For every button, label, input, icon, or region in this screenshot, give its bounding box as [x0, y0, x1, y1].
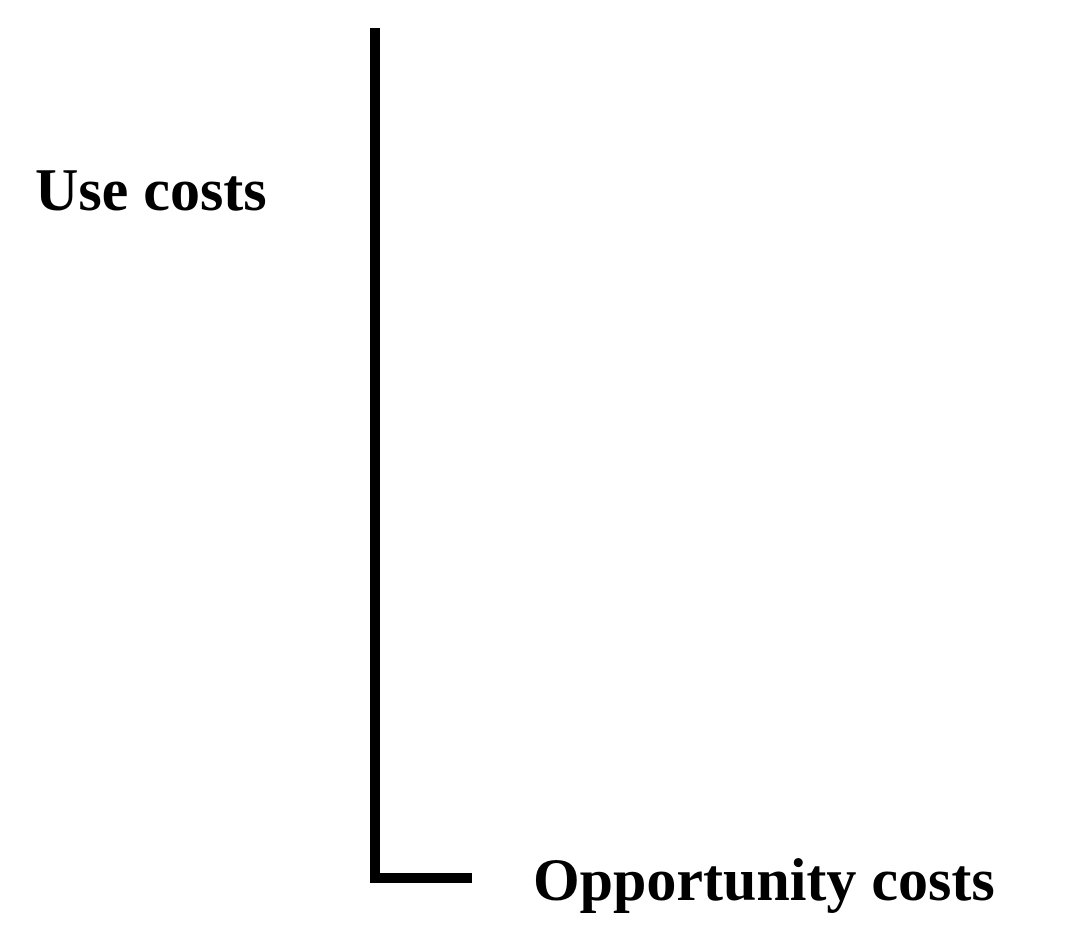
- vertical-label: Use costs: [35, 157, 267, 223]
- axes: [370, 28, 472, 883]
- horizontal-label: Opportunity costs: [533, 847, 995, 913]
